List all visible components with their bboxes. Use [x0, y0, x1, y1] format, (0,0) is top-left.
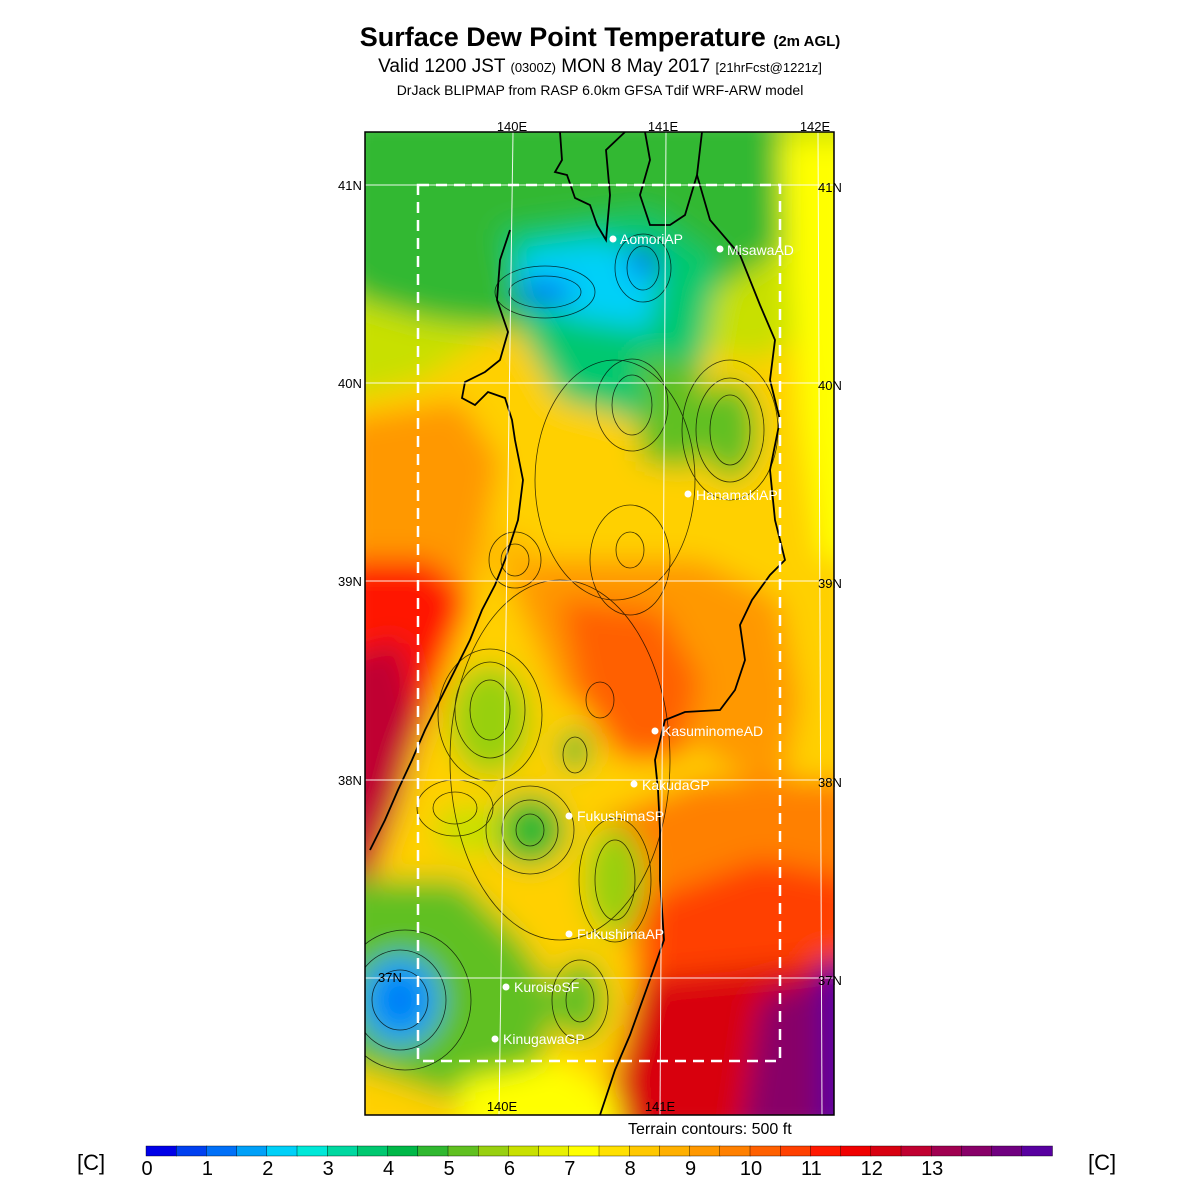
colorbar-swatch	[840, 1145, 872, 1157]
colorbar-swatch	[991, 1145, 1023, 1157]
lat-label-38-right: 38N	[818, 775, 842, 790]
colorbar-tick-label: 7	[564, 1158, 576, 1180]
colorbar-tick-label: 8	[624, 1158, 636, 1180]
valid-prefix: Valid 1200 JST	[378, 56, 506, 77]
title-main: Surface Dew Point Temperature	[359, 22, 766, 52]
coastline	[369, 132, 786, 1115]
title-suffix: (2m AGL)	[773, 33, 841, 50]
station-label-aomori: AomoriAP	[620, 231, 683, 247]
colorbar-unit-left: [C]	[77, 1150, 106, 1175]
map-frame	[364, 131, 835, 1116]
station-label-kakuda: KakudaGP	[642, 777, 710, 793]
lat-label-39-right: 39N	[818, 576, 842, 591]
station-label-kasuminome: KasuminomeAD	[662, 723, 763, 739]
station-label-kinugawa: KinugawaGP	[503, 1031, 585, 1047]
colorbar	[145, 1145, 1053, 1157]
colorbar-swatch	[508, 1145, 540, 1157]
colorbar-tick-label: 10	[739, 1158, 763, 1180]
lat-label-41-right: 41N	[818, 180, 842, 195]
forecast-domain-box	[416, 183, 782, 1063]
colorbar-swatch	[810, 1145, 842, 1157]
valid-utc: (0300Z)	[510, 60, 557, 75]
lat-label-37-left: 37N	[378, 970, 402, 985]
colorbar-swatch	[236, 1145, 268, 1157]
colorbar-swatch	[1021, 1145, 1053, 1157]
colorbar-tick-label: 9	[685, 1158, 697, 1180]
lat-label-39-left: 39N	[338, 574, 362, 589]
colorbar-swatch	[266, 1145, 298, 1157]
colorbar-tick-label: 0	[141, 1158, 153, 1180]
colorbar-swatch	[598, 1145, 630, 1157]
lon-label-140-bottom: 140E	[487, 1099, 518, 1114]
lon-label-142-top: 142E	[800, 119, 831, 134]
chart-title: Surface Dew Point Temperature (2m AGL)	[0, 22, 1200, 53]
station-label-misawa: MisawaAD	[727, 242, 794, 258]
colorbar-tick-label: 11	[801, 1158, 822, 1180]
forecast-info: [21hrFcst@1221z]	[715, 60, 822, 75]
colorbar-tick-label: 2	[262, 1158, 274, 1180]
dewpoint-field	[365, 132, 834, 1115]
colorbar-tick-label: 6	[503, 1158, 515, 1180]
colorbar-swatch	[719, 1145, 751, 1157]
terrain-contours	[365, 233, 779, 1071]
terrain-note: Terrain contours: 500 ft	[628, 1121, 792, 1138]
colorbar-swatch	[296, 1145, 328, 1157]
lon-label-140-top: 140E	[497, 119, 528, 134]
colorbar-swatch	[145, 1145, 177, 1157]
valid-time: Valid 1200 JST (0300Z) MON 8 May 2017 [2…	[0, 56, 1200, 78]
colorbar-tick-label: 12	[860, 1158, 883, 1180]
colorbar-swatch	[478, 1145, 510, 1157]
colorbar-swatch	[870, 1145, 902, 1157]
colorbar-tick-label: 13	[921, 1158, 944, 1180]
colorbar-swatch	[961, 1145, 993, 1157]
station-label-hanamaki: HanamakiAP	[696, 487, 778, 503]
station-label-fukushima-ap: FukushimaAP	[577, 926, 664, 942]
colorbar-swatch	[931, 1145, 963, 1157]
model-info: DrJack BLIPMAP from RASP 6.0km GFSA Tdif…	[396, 82, 804, 98]
colorbar-swatch	[900, 1145, 932, 1157]
colorbar-swatch	[538, 1145, 570, 1157]
colorbar-swatch	[659, 1145, 691, 1157]
lon-label-141-top: 141E	[648, 119, 679, 134]
colorbar-swatch	[327, 1145, 359, 1157]
colorbar-swatch	[629, 1145, 661, 1157]
lat-label-41-left: 41N	[338, 178, 362, 193]
lat-label-40-left: 40N	[338, 376, 362, 391]
colorbar-swatch	[417, 1145, 449, 1157]
valid-date: MON 8 May 2017	[561, 56, 711, 77]
colorbar-swatch	[206, 1145, 238, 1157]
station-markers	[491, 235, 724, 1043]
lat-label-38-left: 38N	[338, 773, 362, 788]
colorbar-tick-label: 4	[383, 1158, 395, 1180]
colorbar-tick-label: 1	[201, 1158, 213, 1180]
colorbar-swatch	[568, 1145, 600, 1157]
colorbar-swatch	[447, 1145, 479, 1157]
colorbar-swatch	[357, 1145, 389, 1157]
lon-label-141-bottom: 141E	[645, 1099, 676, 1114]
colorbar-swatch	[387, 1145, 419, 1157]
colorbar-swatch	[749, 1145, 781, 1157]
station-label-fukushima-sp: FukushimaSP	[577, 808, 664, 824]
lat-label-40-right: 40N	[818, 378, 842, 393]
lat-label-37-right: 37N	[818, 973, 842, 988]
colorbar-tick-label: 3	[322, 1158, 334, 1180]
colorbar-unit-right: [C]	[1088, 1150, 1117, 1175]
colorbar-swatch	[175, 1145, 208, 1157]
colorbar-tick-label: 5	[443, 1158, 455, 1180]
station-label-kuroiso: KuroisoSF	[514, 979, 579, 995]
colorbar-swatch	[689, 1145, 721, 1157]
colorbar-swatch	[780, 1145, 812, 1157]
